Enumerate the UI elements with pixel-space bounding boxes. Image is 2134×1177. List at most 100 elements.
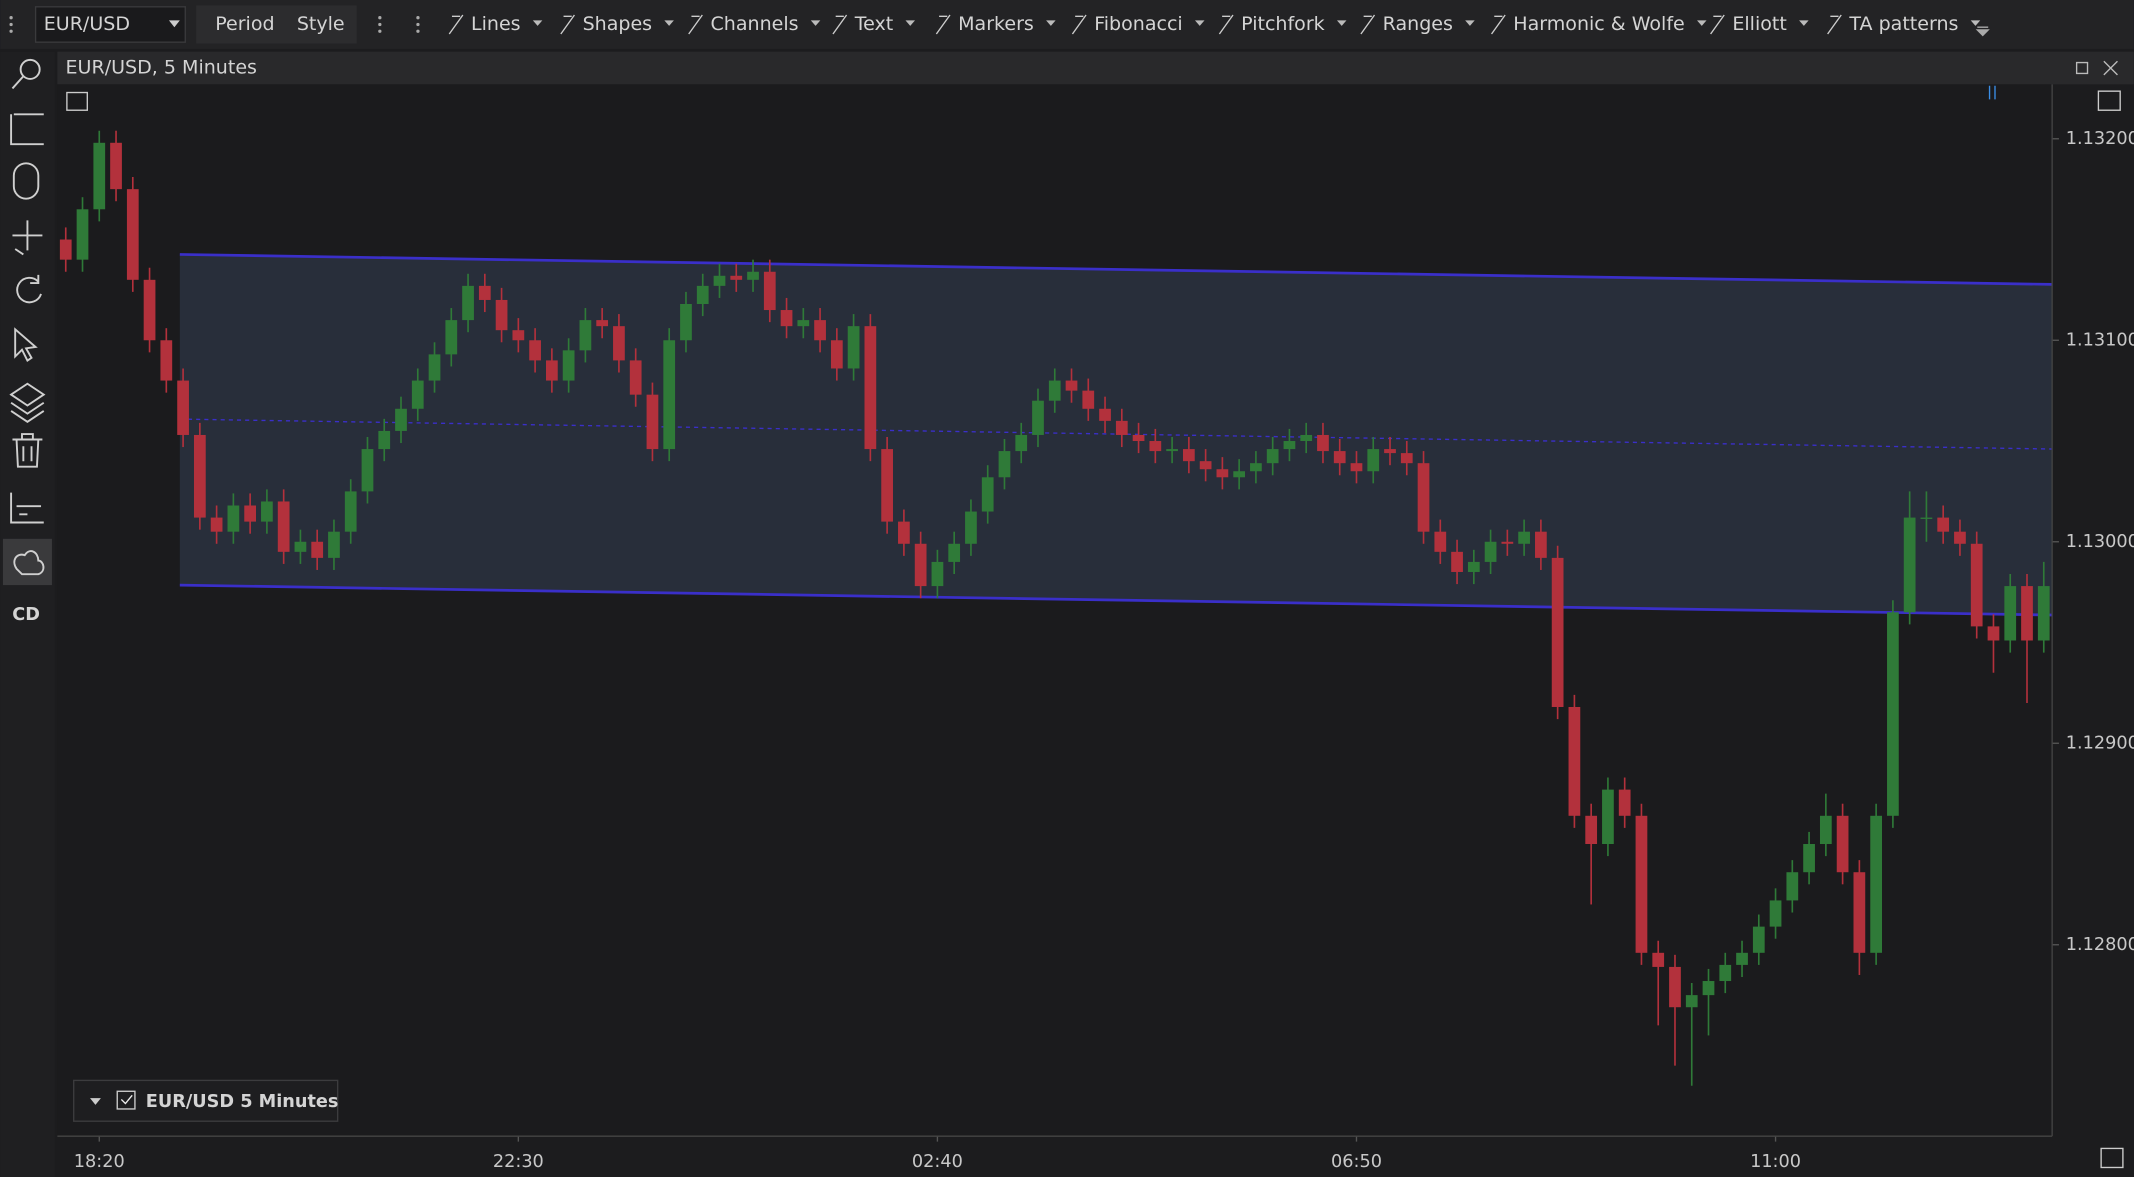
tool-caret[interactable] — [664, 20, 674, 26]
candle-body — [261, 501, 273, 522]
tool-button[interactable]: TA patterns — [1848, 13, 1958, 35]
candle-body — [59, 239, 72, 260]
pan-icon[interactable] — [12, 220, 43, 256]
zoom-icon[interactable] — [10, 113, 44, 146]
candle-body — [495, 299, 508, 331]
legend-caret[interactable] — [90, 1098, 101, 1105]
candle-body — [864, 326, 877, 450]
grips — [9, 16, 420, 33]
tool-button[interactable]: Markers — [958, 13, 1034, 35]
candle-body — [110, 142, 122, 190]
candle-body — [2021, 586, 2033, 641]
candle-body — [1618, 789, 1631, 816]
tool-caret[interactable] — [1465, 20, 1475, 26]
candle-body — [1400, 453, 1413, 464]
candle-body — [361, 449, 374, 492]
channel-upper[interactable] — [179, 253, 2053, 286]
period-button[interactable]: Period — [215, 13, 274, 35]
tool-button[interactable]: Text — [854, 13, 893, 35]
candle-body — [328, 531, 340, 558]
style-button[interactable]: Style — [297, 13, 345, 35]
candle-body — [428, 354, 441, 381]
refresh-icon[interactable] — [16, 274, 42, 304]
chart-header — [57, 51, 2134, 85]
legend-checkbox[interactable] — [116, 1090, 136, 1110]
window-controls[interactable] — [2075, 60, 2118, 76]
tool-caret[interactable] — [1336, 20, 1347, 26]
tool-caret[interactable] — [1799, 20, 1809, 26]
tool-button[interactable]: Lines — [471, 13, 521, 35]
candle-body — [814, 320, 826, 341]
mouse-icon[interactable] — [12, 162, 40, 200]
legend-check — [120, 1094, 133, 1105]
candle-body — [981, 477, 994, 512]
tool-caret[interactable] — [1697, 20, 1707, 26]
drawing-tools: Lines Shapes Channels Text Markers Fibonacci P… — [448, 13, 1981, 35]
axis-toggle[interactable] — [2097, 90, 2121, 111]
tool-button[interactable]: Shapes — [583, 13, 653, 35]
tool-button[interactable]: Channels — [710, 13, 798, 35]
x-tick-label: 18:20 — [74, 1152, 125, 1172]
tool-caret[interactable] — [810, 20, 821, 26]
candle-body — [797, 320, 810, 327]
bottom-toggle[interactable] — [2100, 1147, 2124, 1169]
candle-body — [378, 430, 391, 450]
axis-icon[interactable] — [10, 492, 44, 524]
candle-body — [445, 320, 458, 355]
candle-body — [1250, 463, 1262, 472]
y-tick-label: 1.12800 — [2066, 935, 2134, 955]
tool-button[interactable]: Fibonacci — [1094, 13, 1183, 35]
x-tick-label: 11:00 — [1750, 1152, 1801, 1172]
candle-body — [1048, 380, 1061, 401]
candle-body — [244, 505, 257, 522]
candle-body — [1149, 441, 1162, 452]
active-tool-bg — [2, 538, 52, 586]
delete-icon[interactable] — [12, 433, 43, 468]
channel-lower[interactable] — [179, 583, 2053, 617]
tool-button[interactable]: Elliott — [1732, 13, 1786, 35]
candle-body — [1853, 872, 1866, 953]
panel-toggle[interactable] — [66, 91, 88, 111]
cursor-icon[interactable] — [14, 327, 38, 362]
candle-body — [1987, 626, 2000, 641]
candle-body — [579, 320, 592, 351]
y-tick-label: 1.13100 — [2066, 330, 2134, 350]
tool-caret[interactable] — [1970, 20, 1981, 26]
candle-body — [1384, 449, 1396, 454]
tool-button[interactable]: Pitchfork — [1241, 13, 1325, 35]
candle-body — [1099, 408, 1111, 421]
hand-icon[interactable] — [13, 550, 45, 576]
candle-body — [1652, 952, 1665, 967]
candle-body — [1752, 926, 1765, 953]
symbol-box[interactable] — [34, 6, 186, 43]
search-icon[interactable] — [11, 58, 41, 90]
candle-body — [1182, 449, 1195, 462]
candle-body — [1551, 557, 1564, 707]
candle-body — [1819, 815, 1832, 845]
tool-button[interactable]: Harmonic & Wolfe — [1513, 13, 1684, 35]
cd-badge[interactable]: CD — [12, 605, 40, 625]
candle-body — [1635, 815, 1648, 953]
candle-body — [1417, 463, 1430, 532]
tool-caret[interactable] — [905, 20, 916, 26]
x-tick-label: 02:40 — [912, 1152, 963, 1172]
overflow-menu[interactable] — [1975, 26, 1990, 37]
y-tick-label: 1.12900 — [2066, 733, 2134, 753]
candle-body — [529, 340, 541, 361]
candle-body — [1266, 449, 1279, 464]
candle-body — [1870, 815, 1882, 953]
tool-caret[interactable] — [532, 20, 543, 26]
candle-body — [613, 326, 625, 361]
tool-caret[interactable] — [1194, 20, 1205, 26]
candle-body — [1434, 531, 1447, 552]
candle-body — [1786, 872, 1799, 901]
candle-body — [629, 360, 642, 395]
channel-middle[interactable] — [179, 418, 2053, 450]
candle-body — [411, 380, 424, 409]
layers-icon[interactable] — [9, 382, 46, 423]
candle-body — [1887, 612, 1899, 816]
symbol[interactable]: EUR/USD — [44, 13, 130, 35]
tool-button[interactable]: Ranges — [1383, 13, 1453, 35]
tool-caret[interactable] — [1046, 20, 1056, 26]
